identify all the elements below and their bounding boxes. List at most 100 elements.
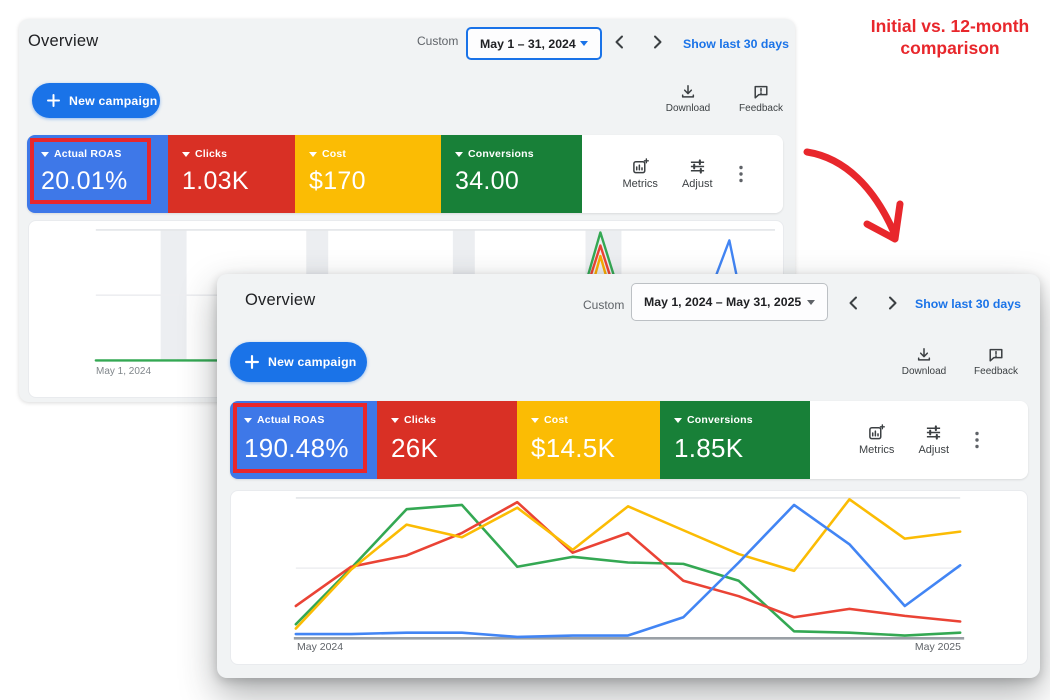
page-title: Overview <box>245 291 316 309</box>
annotation-line2: comparison <box>900 37 1000 58</box>
metric-card-clicks[interactable]: Clicks 1.03K <box>168 135 295 213</box>
date-mode-label: Custom <box>583 298 625 312</box>
previous-period-button[interactable] <box>610 33 630 53</box>
chevron-left-icon <box>615 35 623 49</box>
overflow-menu-button[interactable] <box>738 165 743 183</box>
download-button[interactable]: Download <box>895 347 953 377</box>
metric-value: 34.00 <box>455 167 520 195</box>
adjust-label: Adjust <box>681 178 713 190</box>
metric-value: 190.48% <box>244 433 349 463</box>
download-icon <box>681 85 695 98</box>
download-button[interactable]: Download <box>659 84 717 114</box>
new-campaign-label: New campaign <box>268 355 357 369</box>
metrics-icon <box>632 158 649 174</box>
metric-label: Clicks <box>404 414 437 426</box>
previous-period-button[interactable] <box>844 294 864 314</box>
date-range-value: May 1, 2024 – May 31, 2025 <box>644 295 802 309</box>
more-vertical-icon <box>975 431 979 449</box>
chevron-left-icon <box>849 296 857 310</box>
comparison-overview-panel: Overview Custom May 1, 2024 – May 31, 20… <box>217 274 1040 678</box>
metric-card-conversions[interactable]: Conversions 34.00 <box>441 135 582 213</box>
arrow-annotation-icon <box>803 148 904 243</box>
download-label: Download <box>901 366 947 377</box>
metric-label: Clicks <box>195 148 228 160</box>
chevron-right-icon <box>889 296 897 310</box>
more-vertical-icon <box>738 165 743 183</box>
caret-down-icon <box>580 41 588 46</box>
adjust-button[interactable]: Adjust <box>918 424 949 456</box>
x-axis-label-start: May 2024 <box>297 641 344 653</box>
caret-down-icon <box>309 151 317 157</box>
chevron-right-icon <box>654 35 662 49</box>
show-last-30-days-link[interactable]: Show last 30 days <box>683 37 789 51</box>
caret-down-icon <box>455 151 463 157</box>
x-axis-label: May 1, 2024 <box>96 366 152 377</box>
metric-card-clicks[interactable]: Clicks 26K <box>377 401 517 479</box>
feedback-label: Feedback <box>974 366 1018 377</box>
adjust-label: Adjust <box>918 444 950 456</box>
metric-card-cost[interactable]: Cost $14.5K <box>517 401 660 479</box>
caret-down-icon <box>41 151 49 157</box>
metric-label-row: Clicks <box>182 148 295 160</box>
metric-label: Conversions <box>468 148 534 160</box>
date-range-picker[interactable]: May 1, 2024 – May 31, 2025 <box>631 283 828 321</box>
adjust-button[interactable]: Adjust <box>682 158 713 190</box>
adjust-icon <box>690 159 704 174</box>
caret-down-icon <box>807 299 815 305</box>
metrics-icon <box>869 424 886 440</box>
metric-value: 20.01% <box>41 167 128 195</box>
metric-label: Conversions <box>687 414 753 426</box>
metric-value: 26K <box>391 433 439 463</box>
twelve-month-line-chart <box>293 497 965 640</box>
chart-tools: Metrics Adjust <box>810 401 1028 479</box>
x-axis-label-end: May 2025 <box>914 641 961 653</box>
metric-label: Actual ROAS <box>54 148 122 160</box>
metric-value: 1.03K <box>182 167 249 195</box>
annotation-text: Initial vs. 12-month comparison <box>855 16 1045 59</box>
caret-down-icon <box>531 417 539 423</box>
metrics-label: Metrics <box>858 444 895 456</box>
metric-value: $170 <box>309 167 366 195</box>
chart-tools: Metrics Adjust <box>582 135 783 213</box>
metrics-button[interactable]: Metrics <box>859 424 894 456</box>
adjust-icon <box>927 425 941 440</box>
date-mode-label: Custom <box>417 34 459 48</box>
metric-label-row: Cost <box>309 148 441 160</box>
metrics-label: Metrics <box>622 178 658 190</box>
new-campaign-button[interactable]: New campaign <box>32 83 160 118</box>
metric-label-row: Actual ROAS <box>244 414 377 426</box>
metric-label-row: Cost <box>531 414 660 426</box>
caret-down-icon <box>244 417 252 423</box>
metric-label: Cost <box>322 148 347 160</box>
caret-down-icon <box>182 151 190 157</box>
next-period-button[interactable] <box>647 33 667 53</box>
metric-value: $14.5K <box>531 433 616 463</box>
download-label: Download <box>665 103 711 114</box>
feedback-button[interactable]: Feedback <box>967 347 1025 377</box>
feedback-button[interactable]: Feedback <box>732 84 790 114</box>
feedback-icon <box>754 85 768 99</box>
plus-icon <box>245 355 259 369</box>
metric-card-actual-roas[interactable]: Actual ROAS 190.48% <box>230 401 377 479</box>
new-campaign-button[interactable]: New campaign <box>230 342 367 382</box>
date-range-picker[interactable]: May 1 – 31, 2024 <box>466 27 602 60</box>
metric-value: 1.85K <box>674 433 744 463</box>
show-last-30-days-link[interactable]: Show last 30 days <box>915 297 1021 311</box>
annotation-line1: Initial vs. 12-month <box>870 16 1030 36</box>
feedback-icon <box>989 348 1003 362</box>
metric-card-cost[interactable]: Cost $170 <box>295 135 441 213</box>
caret-down-icon <box>391 417 399 423</box>
metric-card-actual-roas[interactable]: Actual ROAS 20.01% <box>27 135 168 213</box>
metric-label: Cost <box>544 414 569 426</box>
caret-down-icon <box>674 417 682 423</box>
metric-label-row: Conversions <box>455 148 582 160</box>
metric-label: Actual ROAS <box>257 414 325 426</box>
plus-icon <box>47 94 60 107</box>
next-period-button[interactable] <box>882 294 902 314</box>
metric-card-conversions[interactable]: Conversions 1.85K <box>660 401 810 479</box>
feedback-label: Feedback <box>739 103 783 114</box>
metrics-button[interactable]: Metrics <box>622 158 658 190</box>
metric-cards-row: Actual ROAS 20.01% Clicks 1.03K Cost $17… <box>27 135 783 213</box>
overflow-menu-button[interactable] <box>975 431 979 449</box>
